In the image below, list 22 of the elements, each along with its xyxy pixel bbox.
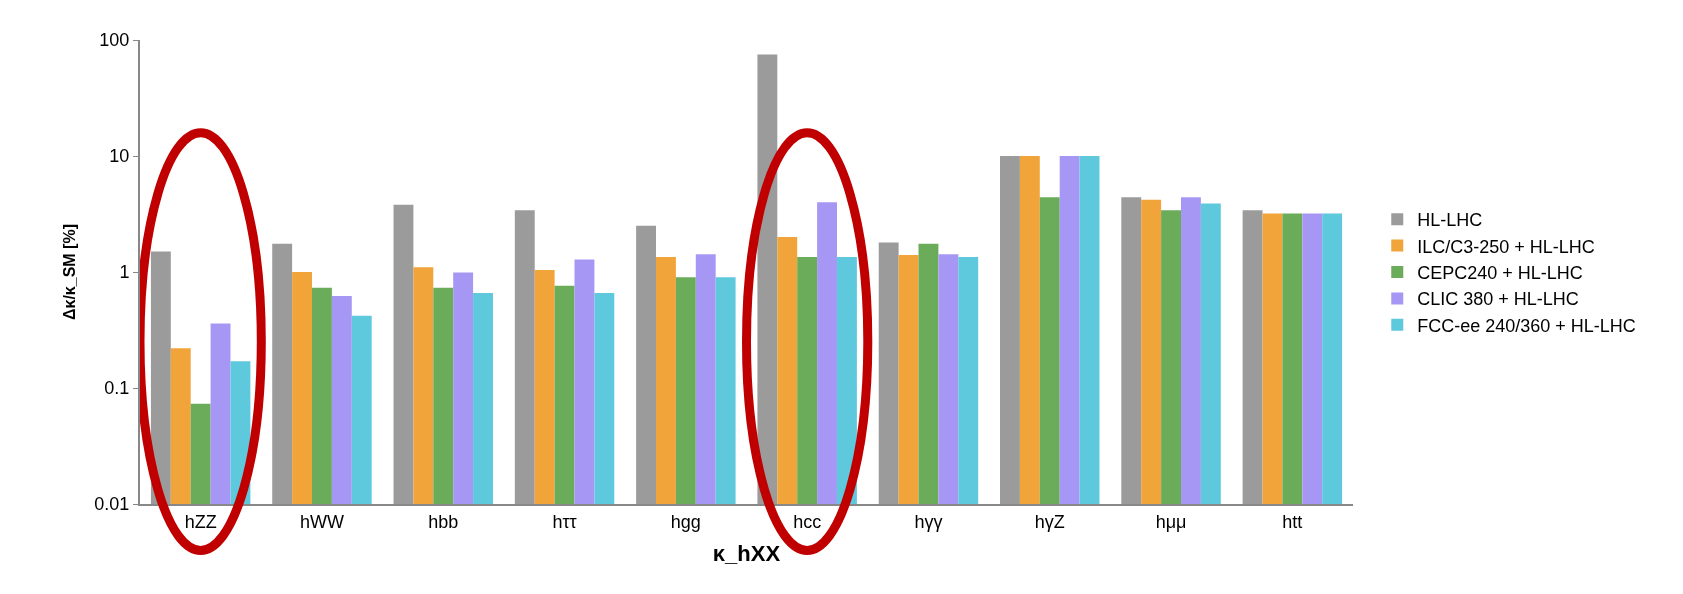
legend-label: HL-LHC [1417,210,1483,231]
x-tick-label: hbb [428,511,459,532]
y-tick-label: 1 [119,262,130,283]
x-tick-label: hZZ [184,511,217,532]
legend-label: FCC-ee 240/360 + HL-LHC [1417,315,1636,336]
legend-label: ILC/C3-250 + HL-LHC [1417,236,1595,257]
x-tick-label: hττ [552,511,577,532]
x-tick-label: htt [1282,511,1303,532]
y-tick-label: 0.01 [94,494,130,515]
y-tick-label: 10 [109,146,130,167]
legend-label: CEPC240 + HL-LHC [1417,263,1583,284]
x-axis-title: κ_hXX [712,541,781,566]
x-tick-label: hcc [793,511,822,532]
x-tick-label: hγZ [1034,511,1065,532]
y-tick-label: 0.1 [104,378,130,399]
x-tick-label: hgg [670,511,701,532]
x-tick-label: hμμ [1155,511,1187,532]
legend-label: CLIC 380 + HL-LHC [1417,289,1579,310]
x-tick-label: hγγ [914,511,943,532]
y-tick-label: 100 [99,30,130,51]
x-tick-label: hWW [299,511,344,532]
y-axis-title: Δκ/κ_SM [%] [60,223,78,321]
